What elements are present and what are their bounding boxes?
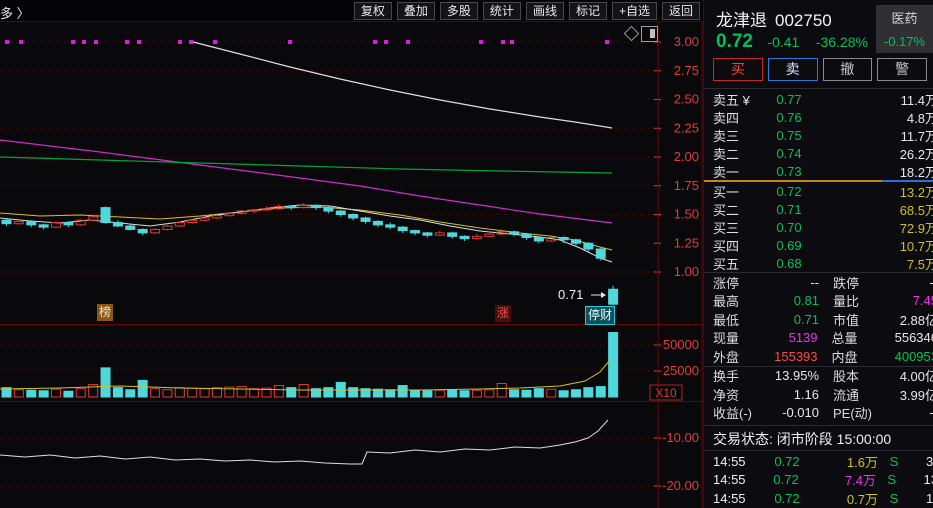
buy-order-row[interactable]: 买五0.687.5万 (713, 255, 933, 272)
chart-toolbar: 复权 叠加 多股 统计 画线 标记 +自选 返回 (0, 0, 703, 22)
chart-annotation-last-price: 0.71 (558, 287, 584, 302)
action-button-警[interactable]: 警 (877, 58, 927, 81)
tick-row: 14:55 0.72 1.6万 S 3 (713, 453, 933, 470)
chart-region: 3.00 2.75 2.50 2.25 2.00 1.75 1.50 1.25 1.00 5000… (0, 0, 703, 508)
order-ratio-bar (704, 180, 933, 182)
tick-row: 14:550.727.4万S13 (713, 472, 933, 489)
action-button-卖[interactable]: 卖 (767, 58, 818, 81)
orderbook: 卖五 ¥0.7711.4万卖四0.764.8万卖三0.7511.7万卖二0.74… (704, 90, 933, 272)
panel-layout-icon[interactable] (641, 26, 658, 42)
stock-title: 龙津退 002750 (716, 6, 832, 31)
stat-row: 外盘155393内盘400953 (713, 348, 933, 365)
svg-text:2.00: 2.00 (674, 149, 699, 164)
divider (704, 272, 933, 273)
svg-text:-10.00: -10.00 (662, 430, 699, 445)
svg-text:25000: 25000 (663, 363, 699, 378)
svg-text:1.75: 1.75 (674, 178, 699, 193)
divider (704, 88, 933, 89)
svg-text:1.25: 1.25 (674, 235, 699, 250)
svg-text:1.00: 1.00 (674, 264, 699, 279)
toolbar-button-+自选[interactable]: +自选 (611, 1, 657, 20)
trade-status: 交易状态: 闭市阶段 15:00:00 (713, 431, 892, 447)
svg-text:2.25: 2.25 (674, 120, 699, 135)
stats-grid: 涨停--跌停-- 最高0.81量比7.45最低0.71市值2.88亿现量5139总… (704, 273, 933, 422)
stat-row: 涨停--跌停-- (713, 274, 933, 291)
sector-change: -0.17% (883, 34, 926, 49)
toolbar-button-复权[interactable]: 复权 (353, 1, 392, 20)
toolbar-button-多股[interactable]: 多股 (439, 1, 478, 20)
chart-annotation-zhang: 涨 (495, 305, 512, 322)
sector-tag: 医药 (891, 11, 918, 26)
chart-annotation-tingcai: 停财 (585, 306, 616, 325)
svg-text:50000: 50000 (663, 337, 699, 352)
last-price: 0.72 (716, 31, 753, 52)
svg-text:2.50: 2.50 (674, 92, 699, 107)
price-change-pct: -36.28% (815, 34, 868, 50)
tick-row: 14:55 0.72 0.7万 S 1 (713, 490, 933, 507)
svg-text:-20.00: -20.00 (662, 478, 699, 493)
toolbar-button-画线[interactable]: 画线 (525, 1, 564, 20)
toolbar-button-叠加[interactable]: 叠加 (396, 1, 435, 20)
action-button-买[interactable]: 买 (713, 58, 763, 81)
sell-order-row[interactable]: 卖四0.764.8万 (713, 109, 933, 126)
divider (704, 450, 933, 451)
sector-tag-box[interactable]: 医药 -0.17% (876, 5, 933, 53)
svg-text:2.75: 2.75 (674, 63, 699, 78)
action-button-撤[interactable]: 撤 (822, 58, 873, 81)
svg-text:1.50: 1.50 (674, 207, 699, 222)
stock-name: 龙津退 (716, 11, 767, 30)
toolbar-button-返回[interactable]: 返回 (661, 1, 700, 20)
divider (704, 425, 933, 426)
chart-annotation-bang: 榜 (97, 304, 114, 321)
stock-code: 002750 (775, 11, 832, 30)
toolbar-button-统计[interactable]: 统计 (482, 1, 521, 20)
more-menu-label[interactable]: 更多 〉 (0, 6, 30, 21)
quote-panel: 龙津退 002750 医药 -0.17% 0.72 -0.41 -36.28% 买… (703, 0, 933, 508)
stat-row: 现量5139总量556346 (713, 330, 933, 347)
price-change: -0.41 (767, 34, 800, 50)
price-row: 0.72 -0.41 -36.28% (716, 31, 868, 53)
toolbar-button-标记[interactable]: 标记 (568, 1, 607, 20)
trade-action-buttons: 买卖撤警 (713, 58, 927, 81)
svg-text:X10: X10 (655, 386, 677, 400)
svg-text:3.00: 3.00 (674, 34, 699, 49)
candlestick-chart[interactable]: 3.00 2.75 2.50 2.25 2.00 1.75 1.50 1.25 1.00 5000… (0, 0, 703, 508)
